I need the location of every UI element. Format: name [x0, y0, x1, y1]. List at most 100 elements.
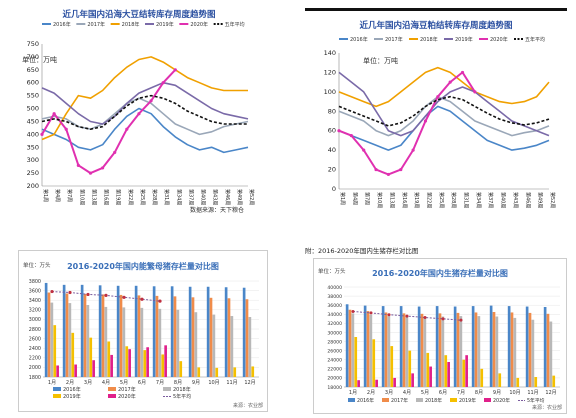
sow-bar: [86, 305, 90, 377]
soybean-y-tick: 250: [27, 169, 39, 177]
sow-bar: [152, 286, 156, 377]
hog-x-tick: 9月: [493, 390, 501, 396]
soybean-y-tick: 400: [27, 130, 39, 138]
hog-bar: [426, 352, 430, 387]
hog-bar: [465, 355, 468, 387]
hog-bar: [345, 304, 349, 387]
sow-bar: [155, 295, 159, 377]
hog-bar: [492, 312, 496, 387]
hog-y-tick: 34000: [327, 312, 342, 318]
sow-y-tick: 2000: [29, 365, 41, 371]
meal-series-point: [349, 133, 353, 138]
hog-bar: [546, 313, 550, 387]
sow-bar: [68, 303, 72, 377]
soybean-legend-label: 五年平均: [225, 21, 245, 28]
sow-bar: [107, 341, 111, 377]
sow-bar: [56, 365, 59, 377]
sow-bar: [233, 367, 237, 377]
soybean-x-tick: 第7周: [66, 189, 73, 202]
soybean-series-point: [100, 166, 105, 170]
hog-x-tick: 3月: [385, 390, 393, 396]
meal-chart-title: 近几年国内沿海豆粕结转库存周度趋势图: [359, 20, 512, 31]
hog-bar: [435, 306, 439, 387]
meal-legend-label: 2017年: [385, 36, 403, 43]
soybean-y-tick: 600: [27, 79, 39, 87]
sow-avg-point: [122, 295, 126, 299]
soybean-x-tick: 第46周: [224, 189, 231, 205]
hog-avg-point: [459, 318, 463, 322]
sow-y-tick: 2200: [29, 356, 41, 362]
hog-legend-swatch: [382, 398, 389, 402]
sow-chart-svg: 单位：万头 2016-2020年国内能繁母猪存栏量对比图 来源：农业部 3800…: [23, 261, 263, 409]
soybean-series-point: [149, 99, 153, 103]
sow-bar: [146, 347, 149, 377]
hog-bar: [384, 312, 388, 387]
sow-x-tick: 1月: [48, 380, 56, 386]
hog-bar: [498, 373, 502, 387]
hog-y-tick: 40000: [327, 285, 342, 291]
hog-bar: [375, 379, 378, 387]
hog-bar: [528, 312, 532, 387]
soybean-x-tick: 第52周: [248, 189, 255, 205]
hog-bar: [438, 313, 442, 387]
soybean-y-tick: 350: [27, 143, 39, 151]
soybean-x-tick: 第10周: [78, 189, 85, 205]
meal-x-tick: 第22周: [425, 192, 432, 208]
sow-bar: [245, 299, 249, 377]
sow-bar: [119, 294, 123, 377]
soybean-legend-label: 2020年: [190, 21, 208, 28]
sow-bar: [116, 285, 120, 377]
soybean-x-tick: 第37周: [187, 189, 194, 205]
sow-bar: [137, 295, 141, 377]
sow-avg-point: [104, 293, 108, 297]
hog-bar: [543, 307, 547, 387]
hog-bar: [477, 316, 481, 387]
meal-x-tick: 第13周: [388, 192, 395, 208]
hog-x-tick: 8月: [475, 390, 483, 396]
hog-unit-label: 单位：万头: [318, 267, 346, 275]
sow-bar: [215, 367, 219, 377]
hog-bar: [357, 380, 360, 387]
sow-bar: [194, 312, 198, 377]
sow-bar: [158, 308, 162, 377]
meal-series-point: [423, 119, 428, 123]
sow-legend-label: 2018年: [173, 386, 191, 393]
sow-legend-swatch: [53, 387, 61, 391]
sow-bar: [134, 285, 138, 377]
soybean-y-tick: 200: [27, 182, 39, 190]
soybean-y-tick: 300: [27, 156, 39, 164]
soybean-legend-label: 2016年: [53, 21, 71, 28]
hog-x-tick: 5月: [421, 390, 429, 396]
hog-avg-point: [405, 314, 409, 318]
soybean-legend-label: 2018年: [122, 21, 140, 28]
sow-y-tick: 2400: [29, 346, 41, 352]
meal-x-tick: 第28周: [450, 192, 457, 208]
meal-series-point: [473, 90, 477, 94]
sow-x-tick: 12月: [244, 380, 255, 386]
hog-y-tick: 36000: [327, 303, 342, 309]
hog-avg-point: [441, 317, 445, 321]
sow-bar: [230, 316, 234, 377]
sow-bar: [242, 287, 246, 377]
hog-bar: [441, 316, 445, 387]
meal-x-tick: 第31周: [463, 192, 470, 208]
sow-y-tick: 3200: [29, 308, 41, 314]
soybean-chart-svg: 近几年国内沿海大豆结转库存周度趋势图 单位：万吨 数据来源：天下粮仓 2016年…: [22, 9, 255, 214]
meal-legend-label: 2016年: [350, 36, 368, 43]
soybean-series-line: [41, 56, 248, 141]
hog-y-tick: 38000: [327, 294, 342, 300]
meal-x-tick: 第7周: [364, 192, 371, 205]
hog-bar: [363, 305, 367, 387]
sow-x-tick: 6月: [138, 380, 146, 386]
soybean-y-tick: 650: [27, 66, 39, 74]
soybean-y-tick: 450: [27, 117, 39, 125]
meal-series-line: [338, 66, 550, 108]
hog-bar: [447, 362, 450, 387]
meal-y-tick: 20: [328, 166, 336, 174]
hog-bar: [399, 306, 403, 387]
sow-bar: [47, 292, 51, 377]
sow-x-tick: 9月: [192, 380, 200, 386]
hog-x-tick: 1月: [349, 390, 357, 396]
hog-chart-title: 2016-2020年国内生猪存栏量对比图: [372, 268, 508, 278]
hog-bar: [408, 350, 412, 387]
